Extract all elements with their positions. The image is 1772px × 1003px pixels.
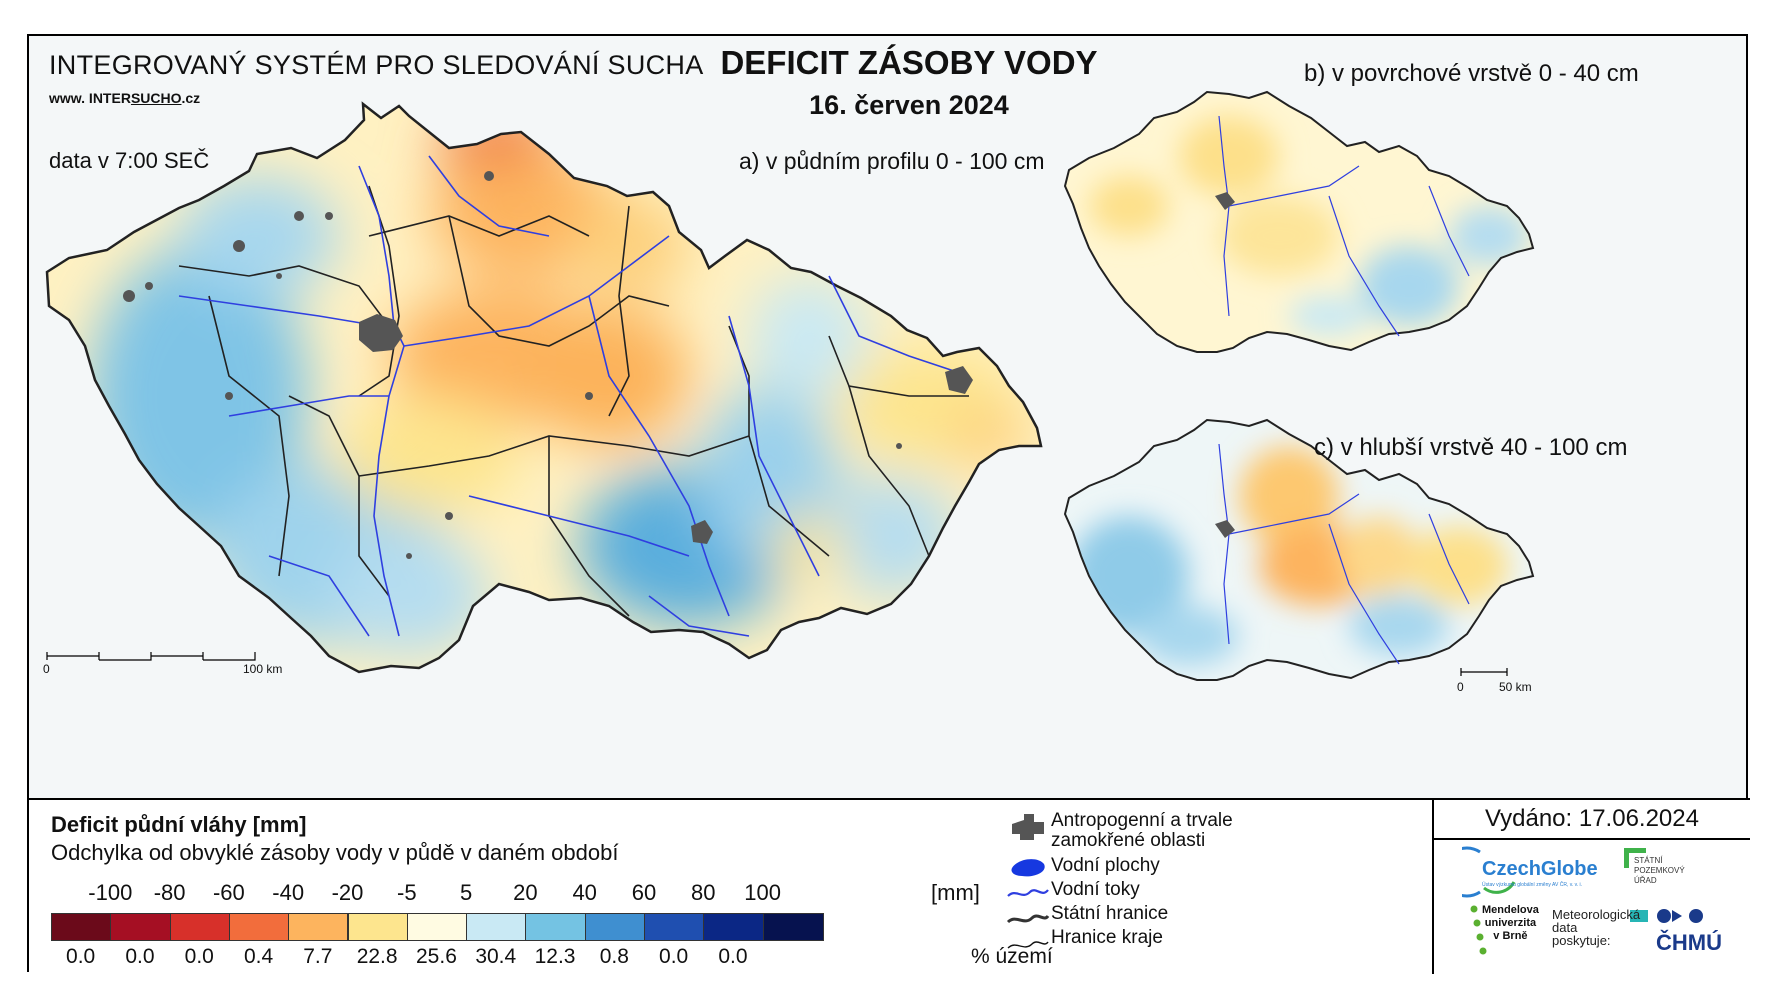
map-c-label: c) v hlubší vrstvě 40 - 100 cm (1314, 434, 1628, 461)
legend-percent-value: 22.8 (356, 945, 398, 968)
legend-percent-value: 0.0 (718, 945, 748, 968)
issued-date: Vydáno: 17.06.2024 (1434, 800, 1750, 840)
anthropogenic-label: Antropogenní a trvale (1051, 810, 1233, 831)
spu-line-1: STÁTNÍ (1634, 856, 1663, 865)
water-bodies-label: Vodní plochy (1051, 855, 1160, 876)
legend-percent-value: 0.8 (599, 945, 629, 968)
map-date: 16. červen 2024 (809, 90, 1009, 120)
legend-swatch (525, 913, 586, 941)
legend-percent-value: 0.0 (66, 945, 96, 968)
legend-swatch (110, 913, 171, 941)
legend-swatch (584, 913, 645, 941)
scale-small-zero: 0 (1457, 680, 1464, 694)
mendel-line-3: v Brně (1493, 930, 1528, 942)
legend-unit-mm: [mm] (931, 880, 980, 905)
legend-percent-value: 0.0 (659, 945, 689, 968)
anthropogenic-label-2: zamokřené oblasti (1051, 830, 1206, 851)
legend-tick-label: -80 (153, 880, 186, 905)
scale-main-zero: 0 (43, 662, 50, 676)
mendel-logo-icon (1470, 905, 1487, 955)
legend-percent-value: 30.4 (475, 945, 517, 968)
spu-line-3: ÚŘAD (1634, 876, 1657, 885)
mendel-text: Mendelova univerzita v Brně (1482, 904, 1539, 943)
legend-swatch (406, 913, 468, 941)
legend-swatch (703, 913, 764, 941)
czechglobe-logo (1462, 846, 1516, 898)
river-icon (1007, 889, 1049, 897)
chmu-logo-icon (1657, 909, 1703, 923)
legend-tick-label: 80 (691, 880, 716, 905)
legend-tick-label: -100 (88, 880, 133, 905)
legend-percent-value: 7.7 (303, 945, 333, 968)
legend-tick-label: 100 (744, 880, 781, 905)
legend-swatch (228, 913, 290, 941)
legend-tick-label: -5 (397, 880, 417, 905)
legend-swatch (169, 913, 230, 941)
region-border-icon (1007, 941, 1049, 949)
web-suffix: .cz (181, 90, 201, 106)
website-link[interactable]: www. INTERSUCHO.cz (49, 90, 200, 106)
map-a-rivers (178, 155, 970, 637)
legend-tick-label: -20 (331, 880, 364, 905)
meteo-text: Meteorologická data poskytuje: (1552, 908, 1640, 947)
legend-swatch (347, 913, 408, 941)
legend-swatch (644, 913, 705, 941)
state-border-label: Státní hranice (1051, 903, 1169, 924)
chmu-name: ČHMÚ (1656, 930, 1722, 955)
scale-small-end: 50 km (1499, 680, 1532, 694)
legend-tick-label: 5 (459, 880, 473, 905)
legend-swatch (466, 913, 527, 941)
spu-line-2: POZEMKOVÝ (1634, 866, 1685, 875)
maps-svg (45, 90, 1535, 681)
region-border-label: Hranice kraje (1051, 927, 1163, 948)
state-border-icon (1006, 914, 1050, 924)
legend-tick-label: 20 (513, 880, 538, 905)
legend-tick-label: 40 (572, 880, 597, 905)
meteo-line-2: data (1552, 920, 1578, 935)
czechglobe-name: CzechGlobe (1482, 858, 1598, 880)
legend-panel: Deficit půdní vláhy [mm] Odchylka od obv… (29, 798, 1750, 974)
spu-text: STÁTNÍ POZEMKOVÝ ÚŘAD (1634, 856, 1685, 886)
meteo-line-1: Meteorologická (1552, 907, 1641, 922)
system-title: INTEGROVANÝ SYSTÉM PRO SLEDOVÁNÍ SUCHA (49, 50, 704, 80)
mendel-line-1: Mendelova (1482, 904, 1539, 916)
page-title: DEFICIT ZÁSOBY VODY (720, 44, 1098, 81)
legend-percent-value: 0.0 (184, 945, 214, 968)
issued-box: Vydáno: 17.06.2024 CzechGlobe Ústav výzk… (1432, 800, 1750, 974)
legend-tick-label: 60 (631, 880, 657, 905)
czechglobe-subtitle: Ústav výzkumu globální změny AV ČR, v. v… (1482, 882, 1583, 888)
scale-main-end: 100 km (243, 662, 283, 676)
legend-swatch (288, 913, 349, 941)
rivers-label: Vodní toky (1051, 879, 1140, 900)
map-b-fill (1065, 92, 1533, 352)
legend-tick-label: -40 (272, 880, 305, 905)
legend-swatch (762, 913, 824, 941)
map-frame: INTEGROVANÝ SYSTÉM PRO SLEDOVÁNÍ SUCHA w… (27, 34, 1750, 974)
legend-subtitle: Odchylka od obvyklé zásoby vody v půdě v… (51, 840, 619, 865)
legend-percent-value: 25.6 (416, 945, 457, 968)
web-underlined: SUCHO (130, 90, 182, 106)
map-small-scalebar (1460, 668, 1508, 676)
map-a-urban (123, 171, 973, 559)
symbol-icons (1006, 814, 1050, 949)
legend-percent-value: 0.0 (125, 945, 155, 968)
data-time: data v 7:00 SEČ (49, 148, 210, 173)
mendel-line-2: univerzita (1484, 917, 1537, 929)
legend-unit-percent: % území (971, 945, 1053, 968)
anthropogenic-area-icon (1012, 814, 1044, 840)
spu-logo-icon (1624, 848, 1648, 922)
legend-percent-value: 0.4 (243, 945, 274, 968)
meteo-line-3: poskytuje: (1552, 933, 1611, 948)
map-b-label: b) v povrchové vrstvě 0 - 40 cm (1304, 60, 1639, 87)
map-a-regions (178, 185, 969, 617)
water-body-icon (1011, 859, 1045, 877)
web-prefix: www. INTER (49, 90, 131, 106)
legend-percent-value: 12.3 (534, 945, 576, 968)
legend-tick-label: -60 (212, 880, 245, 905)
map-a-scalebar (46, 652, 256, 661)
map-a-label: a) v půdním profilu 0 - 100 cm (739, 148, 1045, 174)
legend-title: Deficit půdní vláhy [mm] (51, 812, 307, 837)
legend-swatch (51, 913, 112, 941)
